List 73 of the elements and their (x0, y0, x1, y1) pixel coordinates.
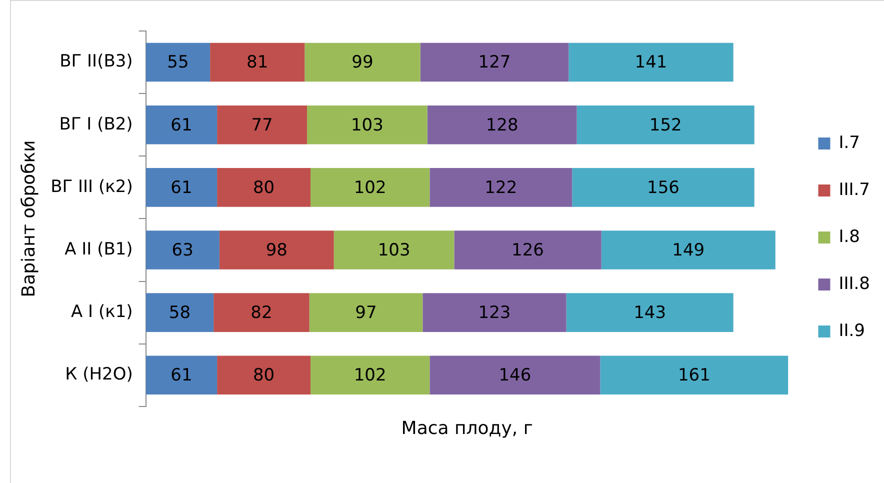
data-label: 97 (355, 302, 377, 323)
bar (334, 230, 454, 270)
data-label: 102 (354, 366, 386, 386)
data-label: 61 (170, 366, 192, 386)
bar (566, 293, 734, 332)
bar (210, 42, 305, 82)
legend-label: I.7 (838, 132, 860, 153)
data-label: 61 (170, 115, 192, 136)
data-label: 161 (678, 366, 710, 386)
data-label: 103 (378, 240, 410, 260)
data-label: 81 (246, 52, 268, 73)
data-label: 123 (478, 302, 511, 323)
bar (217, 168, 311, 207)
data-label: 58 (168, 302, 191, 323)
data-label: 149 (672, 240, 705, 260)
y-tick-label: А II (В1) (64, 239, 133, 260)
bar (420, 42, 569, 82)
data-label: 98 (266, 240, 288, 260)
bar (146, 168, 218, 207)
bar (576, 105, 754, 144)
bar (422, 293, 566, 332)
bar (310, 356, 430, 395)
bar (309, 293, 423, 332)
data-label: 126 (512, 240, 544, 260)
y-tick-label: ВГ I (В2) (59, 114, 133, 134)
bar (146, 356, 218, 395)
data-label: 146 (498, 366, 532, 386)
data-label: 77 (251, 115, 273, 136)
data-label: 102 (354, 178, 386, 198)
data-label: 61 (170, 178, 192, 198)
bar (146, 230, 220, 270)
data-label: 152 (649, 115, 682, 136)
data-label: 156 (647, 178, 680, 198)
data-label: 103 (350, 115, 384, 136)
legend-label: I.8 (838, 226, 860, 247)
bar (427, 105, 577, 144)
bar (568, 42, 734, 82)
data-label: 141 (634, 52, 668, 73)
data-label: 63 (172, 240, 194, 260)
bar (572, 168, 754, 207)
data-label: 128 (486, 115, 518, 136)
data-label: 55 (167, 52, 189, 73)
bar (217, 105, 308, 144)
data-label: 80 (252, 366, 275, 386)
data-label: 80 (252, 178, 275, 198)
data-label: 122 (484, 178, 518, 198)
y-tick-label: К (Н2О) (65, 364, 133, 385)
bar (217, 356, 311, 395)
bar (454, 230, 602, 270)
bar (430, 356, 600, 395)
x-axis-title: Маса плоду, г (401, 418, 533, 439)
bar (600, 356, 788, 395)
data-label: 143 (634, 302, 666, 323)
bar (214, 293, 310, 332)
bar (430, 168, 572, 207)
bar (219, 230, 334, 270)
data-label: 127 (478, 52, 511, 73)
legend-label: III.8 (838, 274, 870, 294)
bar (146, 42, 210, 82)
y-axis-title: Варіант обробки (18, 140, 40, 298)
bar (310, 168, 430, 207)
bar (146, 293, 214, 332)
y-tick-label: ВГ II(В3) (60, 52, 133, 72)
data-label: 82 (250, 302, 272, 323)
y-tick-label: ВГ III (к2) (50, 176, 133, 197)
legend-label: II.9 (838, 320, 865, 341)
y-tick-label: А I (к1) (71, 302, 133, 322)
bar (304, 42, 420, 82)
legend-label: III.7 (838, 180, 870, 200)
bar (146, 105, 218, 144)
bar (307, 105, 428, 144)
bar (601, 230, 776, 270)
data-label: 99 (352, 52, 374, 73)
